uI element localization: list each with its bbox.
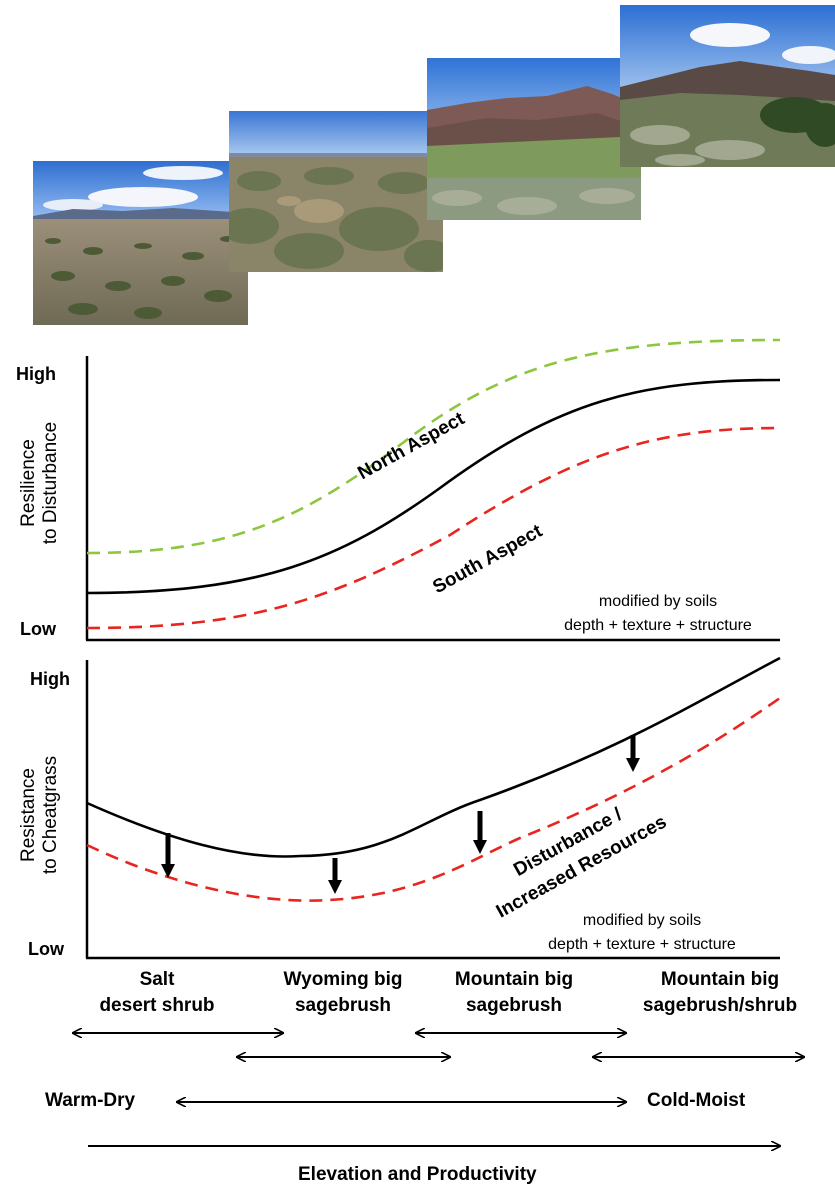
disturbance-curve [86,696,781,902]
resistance-axis-title-line1: Resistance [18,768,39,862]
warm-dry-label: Warm-Dry [45,1090,136,1111]
vegetation-line2: sagebrush [465,995,563,1016]
resilience-high-label: High [16,364,56,384]
vegetation-type-mountain-big-sagebrush-shrub: Mountain big sagebrush/shrub [625,967,815,1019]
resistance-soils-note-line2: depth + texture + structure [548,936,736,953]
salt-desert-shrub-photo [33,161,248,325]
resilience-soils-note-line2: depth + texture + structure [564,617,752,634]
vegetation-type-mountain-big-sagebrush: Mountain big sagebrush [429,967,599,1019]
resistance-axis-title: Resistance to Cheatgrass [18,735,62,895]
vegetation-line1: Wyoming big [283,969,403,990]
disturbance-arrow [161,833,175,878]
vegetation-type-wyoming-big-sagebrush: Wyoming big sagebrush [258,967,428,1019]
disturbance-arrow [626,735,640,772]
disturbance-arrow [328,858,342,894]
resistance-axis-title-line2: to Cheatgrass [40,755,61,875]
resilience-axis-title-line1: Resilience [18,439,39,527]
vegetation-type-salt-desert-shrub: Salt desert shrub [72,967,242,1019]
resilience-low-label: Low [20,619,56,639]
vegetation-line1: Salt [139,969,175,990]
vegetation-line2: desert shrub [99,995,215,1016]
vegetation-line1: Mountain big [660,969,780,990]
north-aspect-curve [86,338,781,555]
resilience-axis-title: Resilience to Disturbance [18,403,62,563]
resilience-soils-note-line1: modified by soils [598,593,718,610]
resilience-soils-note: modified by soils depth + texture + stru… [528,590,788,638]
resistance-soils-note: modified by soils depth + texture + stru… [512,909,772,957]
vegetation-line2: sagebrush/shrub [642,995,798,1016]
resistance-low-label: Low [28,939,64,959]
mountain-big-sagebrush-shrub-photo [620,5,835,167]
resilience-axis-title-line2: to Disturbance [40,421,61,545]
wyoming-big-sagebrush-photo [229,111,443,272]
vegetation-line2: sagebrush [294,995,392,1016]
elevation-productivity-title: Elevation and Productivity [298,1164,537,1185]
resilience-middle-curve [86,378,781,595]
cold-moist-label: Cold-Moist [647,1090,746,1111]
disturbance-arrow [473,811,487,854]
resistance-high-label: High [30,669,70,689]
mountain-big-sagebrush-photo [427,58,641,220]
south-aspect-curve [86,426,781,630]
resistance-soils-note-line1: modified by soils [582,912,702,929]
vegetation-line1: Mountain big [454,969,574,990]
resistance-baseline-curve [86,656,781,858]
